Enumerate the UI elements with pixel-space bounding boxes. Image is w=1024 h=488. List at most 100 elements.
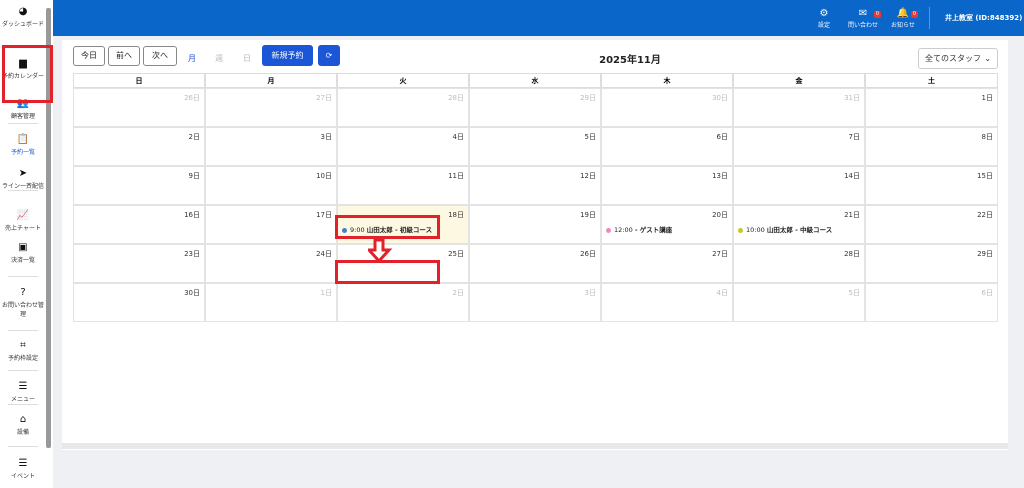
sidebar-item-11[interactable]: ☰ イベント (0, 458, 46, 481)
new-booking-button[interactable]: 新規予約 (262, 45, 313, 66)
refresh-button[interactable]: ⟳ (318, 45, 340, 66)
day-number: 10日 (316, 172, 332, 180)
day-cell[interactable]: 23日 (73, 244, 205, 283)
day-cell[interactable]: 3日 (469, 283, 601, 322)
day-number: 19日 (580, 211, 596, 219)
sidebar-item-10[interactable]: ⌂ 設備 (0, 414, 46, 437)
weekday-header: 火 (337, 73, 469, 88)
view-month[interactable]: 月 (188, 54, 196, 63)
day-number: 22日 (977, 211, 993, 219)
day-cell[interactable]: 16日 (73, 205, 205, 244)
sidebar-item-7[interactable]: ? お問い合わせ管理 (1, 287, 44, 318)
day-number: 1日 (981, 94, 993, 102)
day-cell[interactable]: 26日 (73, 88, 205, 127)
event-dot-icon (738, 227, 743, 233)
day-cell[interactable]: 8日 (865, 127, 998, 166)
day-cell[interactable]: 28日 (337, 88, 469, 127)
day-cell[interactable]: 26日 (469, 244, 601, 283)
event-item[interactable]: 12:00 - ゲスト講座 (606, 224, 672, 234)
day-cell[interactable]: 12日 (469, 166, 601, 205)
day-cell[interactable]: 20日 12:00 - ゲスト講座 (601, 205, 733, 244)
day-number: 5日 (848, 289, 860, 297)
sidebar-divider (8, 446, 38, 447)
staff-select[interactable]: 全てのスタッフ ⌄ (918, 48, 998, 69)
inquiries-button[interactable]: ✉ 問い合わせ 0 (840, 8, 886, 29)
day-cell[interactable]: 6日 (601, 127, 733, 166)
day-number: 30日 (712, 94, 728, 102)
day-number: 13日 (712, 172, 728, 180)
next-button[interactable]: 次へ (143, 46, 177, 66)
day-cell[interactable]: 27日 (205, 88, 337, 127)
event-item[interactable]: 9:00 山田太郎 - 初級コース (342, 224, 432, 234)
day-number: 8日 (981, 133, 993, 141)
day-cell[interactable]: 9日 (73, 166, 205, 205)
day-cell[interactable]: 7日 (733, 127, 865, 166)
day-cell[interactable]: 24日 (205, 244, 337, 283)
day-cell[interactable]: 11日 (337, 166, 469, 205)
day-number: 4日 (452, 133, 464, 141)
day-cell[interactable]: 1日 (865, 88, 998, 127)
day-cell[interactable]: 30日 (601, 88, 733, 127)
view-day[interactable]: 日 (243, 54, 251, 63)
prev-button[interactable]: 前へ (108, 46, 140, 66)
view-week[interactable]: 週 (215, 54, 223, 63)
day-number: 26日 (184, 94, 200, 102)
send-icon: ➤ (18, 168, 28, 179)
day-cell[interactable]: 13日 (601, 166, 733, 205)
sidebar-item-9[interactable]: ☰ メニュー (0, 381, 46, 404)
day-number: 11日 (448, 172, 464, 180)
day-cell[interactable]: 5日 (733, 283, 865, 322)
day-cell[interactable]: 30日 (73, 283, 205, 322)
day-number: 30日 (184, 289, 200, 297)
sidebar-item-1[interactable]: ▆ 予約カレンダー (1, 58, 44, 80)
crop-icon: ⌗ (20, 340, 26, 351)
day-cell[interactable]: 14日 (733, 166, 865, 205)
day-cell[interactable]: 21日 10:00 山田太郎 - 中級コース (733, 205, 865, 244)
sidebar-item-6[interactable]: ▣ 決済一覧 (0, 242, 46, 265)
list-icon: ☰ (18, 458, 28, 469)
sidebar-scrollbar[interactable] (46, 8, 51, 448)
inquiries-badge: 0 (874, 11, 881, 18)
day-cell[interactable]: 19日 (469, 205, 601, 244)
day-cell[interactable]: 17日 (205, 205, 337, 244)
day-cell[interactable]: 1日 (205, 283, 337, 322)
day-cell[interactable]: 6日 (865, 283, 998, 322)
notifications-button[interactable]: 🔔 お知らせ 0 (883, 8, 923, 29)
day-cell[interactable]: 10日 (205, 166, 337, 205)
sidebar-item-5[interactable]: 📈 売上チャート (0, 210, 46, 233)
sidebar-item-0[interactable]: ◕ ダッシュボード (1, 6, 44, 28)
day-cell[interactable]: 22日 (865, 205, 998, 244)
day-number: 5日 (584, 133, 596, 141)
clipboard-icon: 📋 (16, 134, 30, 145)
day-cell[interactable]: 31日 (733, 88, 865, 127)
calendar-card (62, 40, 1008, 450)
day-cell[interactable]: 15日 (865, 166, 998, 205)
day-cell[interactable]: 2日 (73, 127, 205, 166)
day-cell[interactable]: 27日 (601, 244, 733, 283)
day-cell[interactable]: 28日 (733, 244, 865, 283)
weekday-header: 木 (601, 73, 733, 88)
sidebar-item-3[interactable]: 📋 予約一覧 (0, 134, 46, 157)
sidebar-item-4[interactable]: ➤ ライン一斉配信 (1, 168, 44, 190)
day-number: 6日 (981, 289, 993, 297)
list-icon: ☰ (18, 381, 28, 392)
day-number: 15日 (977, 172, 993, 180)
day-cell[interactable]: 4日 (601, 283, 733, 322)
sidebar-item-8[interactable]: ⌗ 予約枠設定 (0, 340, 46, 363)
settings-button[interactable]: ⚙ 設定 (804, 8, 844, 29)
day-cell[interactable]: 3日 (205, 127, 337, 166)
day-number: 1日 (320, 289, 332, 297)
day-cell[interactable]: 2日 (337, 283, 469, 322)
day-cell[interactable]: 29日 (865, 244, 998, 283)
envelope-icon: ✉ (858, 8, 868, 19)
sidebar-item-2[interactable]: 👥 顧客管理 (0, 98, 46, 121)
day-cell[interactable]: 29日 (469, 88, 601, 127)
event-item[interactable]: 10:00 山田太郎 - 中級コース (738, 224, 832, 234)
day-cell[interactable]: 4日 (337, 127, 469, 166)
user-account[interactable]: 井上教室 (ID:848392) (945, 14, 1023, 22)
today-button[interactable]: 今日 (73, 46, 105, 66)
gear-icon: ⚙ (819, 8, 829, 19)
weekday-header: 金 (733, 73, 865, 88)
day-cell[interactable]: 5日 (469, 127, 601, 166)
horizontal-scrollbar[interactable] (62, 443, 1008, 449)
